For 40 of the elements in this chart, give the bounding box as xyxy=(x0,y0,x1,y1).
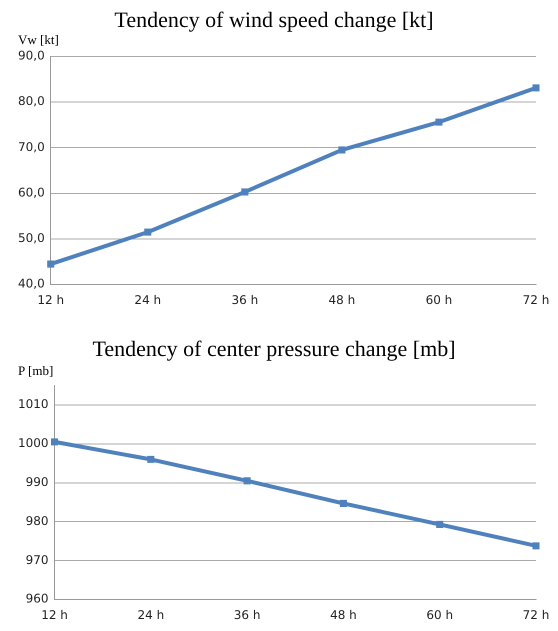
chart-title: Tendency of center pressure change [mb] xyxy=(92,336,456,361)
y-tick-label: 70,0 xyxy=(18,140,45,154)
chart-title: Tendency of wind speed change [kt] xyxy=(114,6,434,32)
point xyxy=(532,84,540,92)
x-tick-label: 60 h xyxy=(426,292,452,307)
point xyxy=(144,228,152,236)
y-tick-label: 970 xyxy=(26,552,49,567)
y-tick-label: 980 xyxy=(26,514,49,528)
y-tick-label: 90,0 xyxy=(18,48,45,63)
point xyxy=(47,260,54,268)
y-tick-label: 1010 xyxy=(18,397,49,411)
x-tick-label: 36 h xyxy=(231,292,258,307)
x-tick-label: 72 h xyxy=(522,608,550,622)
y-tick-label: 60,0 xyxy=(18,185,45,200)
point xyxy=(51,438,58,446)
point xyxy=(436,520,444,528)
y-tick-label: 50,0 xyxy=(18,231,45,246)
x-tick-label: 48 h xyxy=(330,608,357,622)
y-axis-title: Vw [kt] xyxy=(18,32,59,48)
point xyxy=(340,500,347,507)
x-tick-label: 12 h xyxy=(41,608,68,622)
point xyxy=(241,188,248,196)
x-tick-label: 48 h xyxy=(328,292,356,307)
x-tick-label: 72 h xyxy=(522,292,550,307)
x-tick-label: 24 h xyxy=(134,292,162,307)
y-tick-label: 40,0 xyxy=(18,276,45,291)
y-tick-label: 80,0 xyxy=(18,94,45,108)
y-axis-title: P [mb] xyxy=(18,363,54,379)
y-tick-label: 990 xyxy=(26,474,49,489)
y-tick-label: 960 xyxy=(26,592,49,606)
point xyxy=(338,146,346,154)
x-tick-label: 36 h xyxy=(234,608,260,622)
point xyxy=(244,477,251,484)
point xyxy=(147,456,154,463)
y-tick-label: 1000 xyxy=(18,436,49,450)
x-tick-label: 60 h xyxy=(426,608,454,622)
point xyxy=(532,542,540,550)
point xyxy=(435,118,442,126)
x-tick-label: 24 h xyxy=(137,608,164,622)
x-tick-label: 12 h xyxy=(37,292,64,307)
